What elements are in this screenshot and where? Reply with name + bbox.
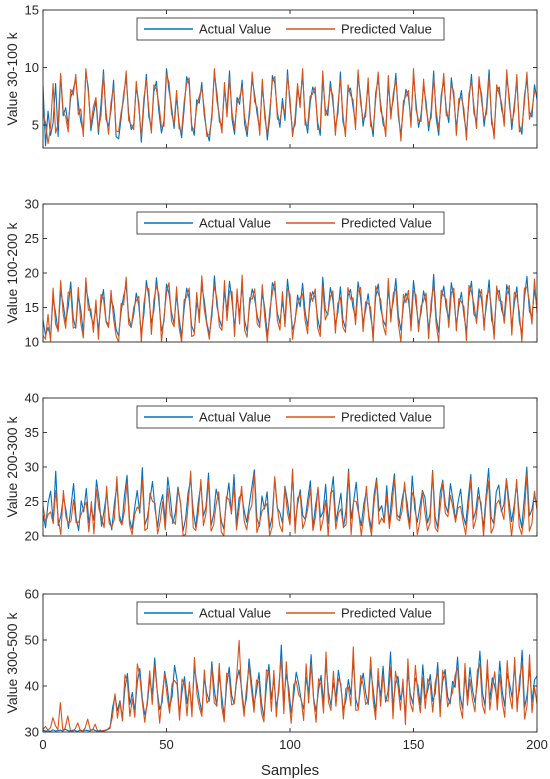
y-tick-label: 35 bbox=[25, 425, 39, 440]
legend: Actual Value Predicted Value bbox=[136, 211, 445, 235]
y-tick-label: 30 bbox=[25, 197, 39, 212]
x-tick-label: 200 bbox=[526, 737, 548, 752]
y-tick-label: 20 bbox=[25, 529, 39, 544]
legend: Actual Value Predicted Value bbox=[136, 17, 445, 41]
y-tick-label: 40 bbox=[25, 391, 39, 406]
y-tick-label: 30 bbox=[25, 725, 39, 740]
x-tick-label: 0 bbox=[39, 737, 46, 752]
legend-label: Predicted Value bbox=[341, 410, 432, 425]
legend-label: Actual Value bbox=[199, 216, 271, 231]
series-line-predicted bbox=[43, 639, 537, 732]
y-tick-label: 40 bbox=[25, 679, 39, 694]
series-line-predicted bbox=[43, 68, 537, 144]
y-tick-label: 15 bbox=[25, 300, 39, 315]
legend-label: Actual Value bbox=[199, 22, 271, 37]
y-tick-label: 5 bbox=[32, 118, 39, 133]
x-tick-label: 50 bbox=[159, 737, 173, 752]
y-tick-label: 50 bbox=[25, 633, 39, 648]
y-axis-label: Value 300-500 k bbox=[4, 612, 20, 714]
series-line-predicted bbox=[43, 468, 537, 536]
legend: Actual Value Predicted Value bbox=[136, 405, 445, 429]
y-axis-label: Value 30-100 k bbox=[4, 31, 20, 125]
y-tick-label: 25 bbox=[25, 494, 39, 509]
legend-label: Predicted Value bbox=[341, 22, 432, 37]
series-line-actual bbox=[43, 644, 537, 732]
panel-2: 10 15 20 25 30 Value 100-200 k Actual Value Pre… bbox=[4, 197, 538, 350]
legend-label: Actual Value bbox=[199, 606, 271, 621]
x-axis-label: Samples bbox=[261, 762, 319, 779]
legend-label: Predicted Value bbox=[341, 216, 432, 231]
y-tick-label: 30 bbox=[25, 460, 39, 475]
panel-3: 20 25 30 35 40 Value 200-300 k Actual Value Pre… bbox=[4, 391, 538, 544]
y-axis-label: Value 200-300 k bbox=[4, 416, 20, 518]
panel-1: 5 10 15 Value 30-100 k Actual Value Predicted… bbox=[4, 3, 538, 149]
y-tick-label: 20 bbox=[25, 266, 39, 281]
y-axis-label: Value 100-200 k bbox=[4, 222, 20, 324]
y-tick-label: 15 bbox=[25, 3, 39, 18]
y-tick-label: 60 bbox=[25, 587, 39, 602]
y-tick-label: 10 bbox=[25, 335, 39, 350]
series-line-predicted bbox=[43, 274, 537, 342]
x-tick-label: 150 bbox=[403, 737, 425, 752]
legend-label: Predicted Value bbox=[341, 606, 432, 621]
y-tick-label: 25 bbox=[25, 231, 39, 246]
x-tick-label: 100 bbox=[279, 737, 301, 752]
legend-label: Actual Value bbox=[199, 410, 271, 425]
legend: Actual Value Predicted Value bbox=[136, 601, 445, 625]
panel-4: 30 40 50 60 0 50 100 150 200 Value 300-500 k Sampl… bbox=[4, 587, 548, 779]
y-tick-label: 10 bbox=[25, 60, 39, 75]
